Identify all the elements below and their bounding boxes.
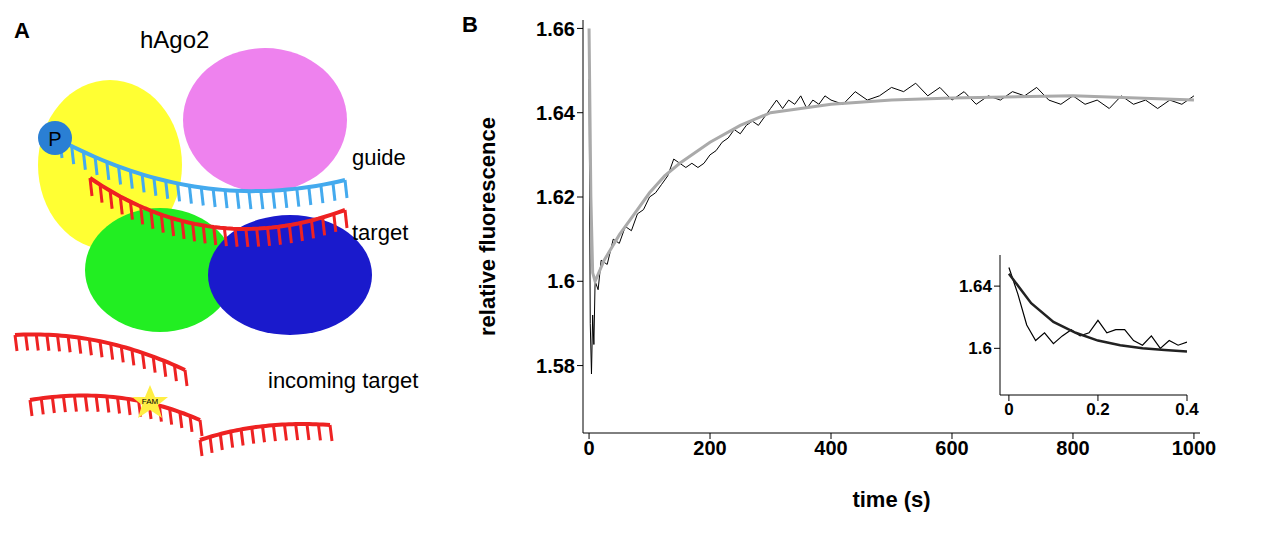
svg-text:1000: 1000 [1172, 437, 1217, 459]
svg-text:guide: guide [352, 145, 406, 170]
svg-text:0: 0 [583, 437, 594, 459]
svg-text:1.6: 1.6 [547, 270, 575, 292]
svg-text:1.6: 1.6 [968, 339, 992, 358]
svg-text:hAgo2: hAgo2 [140, 26, 209, 53]
svg-text:400: 400 [814, 437, 847, 459]
svg-text:200: 200 [693, 437, 726, 459]
svg-text:1.66: 1.66 [536, 18, 575, 40]
svg-text:FAM: FAM [142, 397, 159, 406]
svg-text:relative fluorescence: relative fluorescence [475, 117, 500, 336]
svg-text:1.64: 1.64 [959, 277, 993, 296]
svg-text:0.2: 0.2 [1086, 400, 1110, 419]
svg-text:time (s): time (s) [852, 487, 930, 512]
svg-text:0: 0 [1004, 400, 1013, 419]
svg-text:P: P [48, 128, 61, 150]
svg-text:1.64: 1.64 [536, 102, 576, 124]
svg-text:800: 800 [1056, 437, 1089, 459]
svg-text:600: 600 [935, 437, 968, 459]
svg-text:A: A [14, 18, 30, 43]
svg-text:0.4: 0.4 [1175, 400, 1199, 419]
html-text:B: B [462, 12, 478, 37]
svg-text:incoming target: incoming target [268, 368, 418, 393]
svg-text:target: target [352, 220, 408, 245]
svg-text:1.58: 1.58 [536, 355, 575, 377]
svg-text:1.62: 1.62 [536, 186, 575, 208]
